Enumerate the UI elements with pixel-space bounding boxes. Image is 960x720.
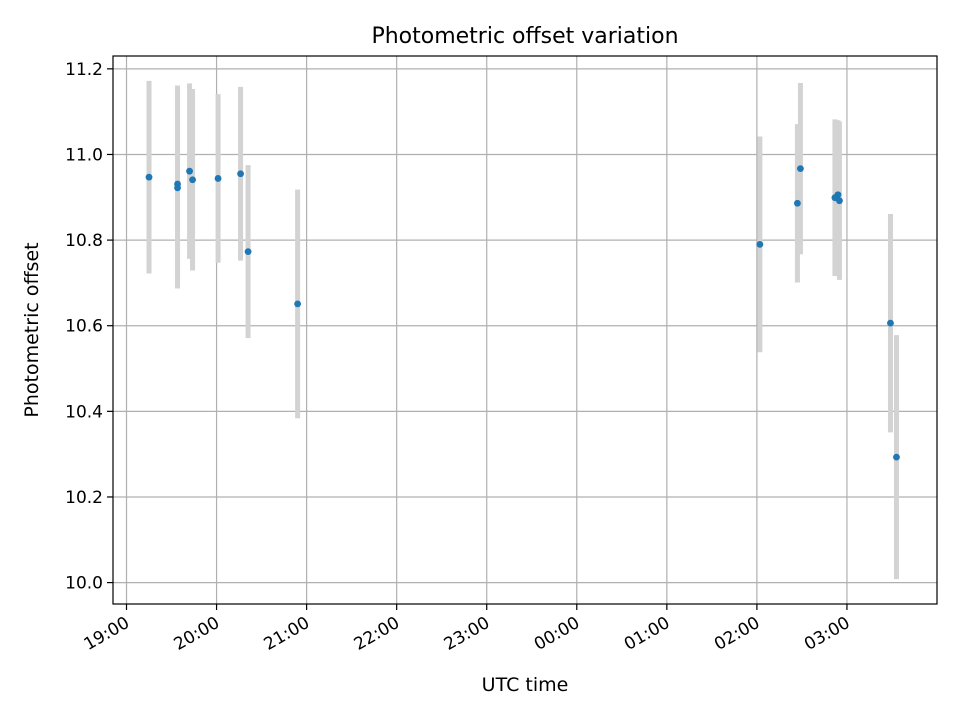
data-point xyxy=(189,176,196,184)
data-point xyxy=(836,197,843,205)
y-axis: 10.0 10.2 10.4 10.6 10.8 11.0 11.2 xyxy=(65,60,113,594)
data-point xyxy=(756,240,764,248)
data-point xyxy=(145,173,153,181)
data-point xyxy=(294,300,302,308)
data-point xyxy=(834,191,842,199)
y-tick-label: 10.6 xyxy=(65,317,103,337)
y-tick-label: 11.0 xyxy=(65,145,103,165)
data-point xyxy=(237,170,244,178)
plot-frame xyxy=(112,55,938,605)
data-point xyxy=(893,453,900,461)
data-point xyxy=(887,319,894,327)
data-point xyxy=(797,165,804,172)
data-point xyxy=(186,167,193,175)
x-axis-label: UTC time xyxy=(482,674,569,696)
y-tick-label: 10.4 xyxy=(65,402,103,422)
y-axis-label: Photometric offset xyxy=(21,242,43,417)
y-tick-label: 10.2 xyxy=(65,488,103,508)
data-point xyxy=(794,199,801,207)
y-tick-label: 11.2 xyxy=(65,60,103,80)
data-points xyxy=(145,165,900,461)
y-tick-label: 10.0 xyxy=(65,574,103,594)
chart-title: Photometric offset variation xyxy=(371,24,678,49)
data-point xyxy=(214,175,222,182)
data-point xyxy=(174,184,181,192)
data-point xyxy=(244,248,252,256)
y-tick-label: 10.8 xyxy=(65,231,103,251)
